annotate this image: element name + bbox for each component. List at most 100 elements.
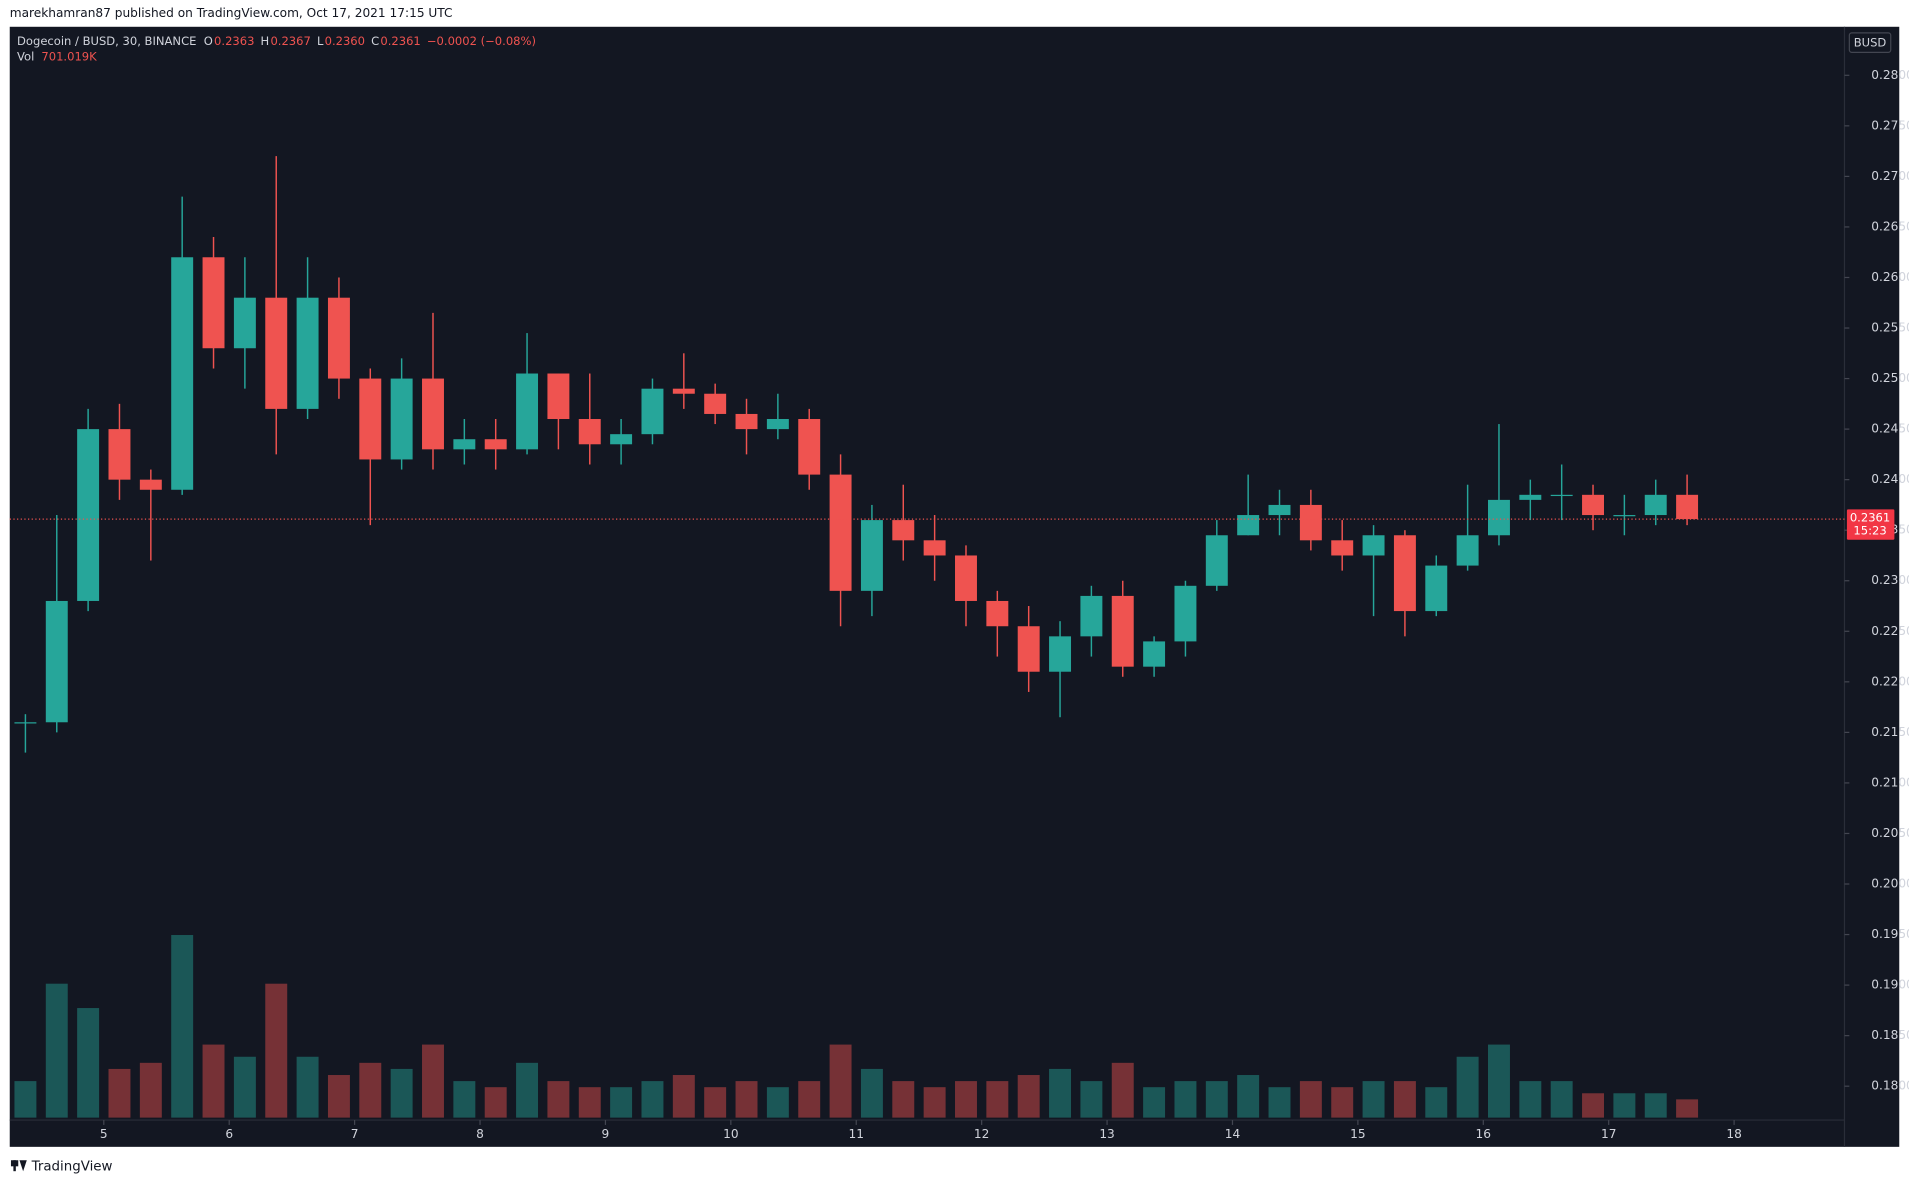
candle-body <box>1393 535 1416 612</box>
x-tick-label: 12 <box>974 1127 989 1141</box>
candle-body <box>986 600 1009 627</box>
y-tick-label: 0.2800 <box>1871 68 1909 82</box>
candle-body <box>1237 515 1260 536</box>
footer-brand: TradingView <box>31 1159 113 1174</box>
candle-body <box>1519 494 1542 500</box>
legend-value: 0.2361 <box>380 34 420 48</box>
plot-background <box>9 26 1900 1147</box>
volume-bar <box>547 1081 570 1118</box>
candle-body <box>422 378 444 450</box>
volume-bar <box>986 1081 1009 1118</box>
volume-bar <box>484 1087 507 1118</box>
volume-bar <box>77 1008 100 1118</box>
candle-body <box>359 378 382 460</box>
last-price-box <box>1846 509 1895 540</box>
legend-value: 0.2360 <box>325 34 365 48</box>
volume-bar <box>1111 1062 1134 1118</box>
legend-key: H <box>261 34 270 48</box>
volume-bar <box>1268 1087 1291 1118</box>
volume-bar <box>578 1087 601 1118</box>
volume-bar <box>1425 1087 1448 1118</box>
candle-body <box>1143 641 1166 667</box>
candle-body <box>1613 515 1636 517</box>
candle-body <box>233 297 256 349</box>
candle-body <box>1111 595 1134 667</box>
candle-body <box>45 600 68 723</box>
candle-body <box>516 373 539 450</box>
x-tick-label: 18 <box>1726 1127 1741 1141</box>
candle-body <box>296 297 319 409</box>
candle-body <box>1299 504 1322 541</box>
candle-body <box>484 439 507 450</box>
candle-body <box>829 474 852 591</box>
volume-bar <box>1174 1081 1197 1118</box>
candle-body <box>578 419 601 445</box>
candle-body <box>610 434 633 445</box>
x-tick-label: 11 <box>849 1127 864 1141</box>
volume-bar <box>704 1087 727 1118</box>
volume-bar <box>672 1075 695 1118</box>
candle-body <box>1550 494 1573 497</box>
volume-bar <box>171 935 194 1118</box>
volume-bar <box>1143 1087 1166 1118</box>
legend-value: 0.2363 <box>214 34 254 48</box>
candle-body <box>1425 565 1448 612</box>
candle-body <box>1487 499 1510 536</box>
candle-body <box>735 413 758 430</box>
candle-body <box>766 419 789 430</box>
volume-bar <box>610 1087 633 1118</box>
candle-body <box>1049 636 1072 672</box>
last-price-label: 0.2361 <box>1850 510 1890 524</box>
volume-key: Vol <box>17 50 34 64</box>
volume-bar <box>1644 1093 1667 1118</box>
candle-body <box>672 388 695 394</box>
currency[interactable]: BUSD <box>1854 36 1887 50</box>
volume-value: 701.019K <box>41 50 97 64</box>
candle-body <box>704 393 727 414</box>
candle-body <box>171 257 194 490</box>
volume-bar <box>139 1062 162 1118</box>
volume-bar <box>1049 1068 1072 1118</box>
currency-box[interactable] <box>1848 32 1892 53</box>
candle-body <box>265 297 288 409</box>
volume-bar <box>766 1087 789 1118</box>
footer-logo <box>10 1160 27 1172</box>
candle-body <box>860 520 883 591</box>
candle-body <box>1017 626 1040 672</box>
volume-bar <box>1237 1075 1260 1118</box>
candle-body <box>108 429 131 480</box>
legend-key: C <box>371 34 379 48</box>
candle-body <box>923 540 946 556</box>
candle-body <box>798 419 821 475</box>
volume-bar <box>233 1056 256 1118</box>
candle-body <box>1582 494 1605 516</box>
volume-bar <box>923 1087 946 1118</box>
volume-bar <box>45 983 68 1118</box>
candle-body <box>202 257 225 349</box>
volume-bar <box>892 1081 915 1118</box>
candle-body <box>453 439 476 450</box>
volume-bar <box>516 1062 539 1118</box>
volume-bar <box>296 1056 319 1118</box>
volume-bar <box>1393 1081 1416 1118</box>
candle-body <box>1362 535 1385 556</box>
volume-bar <box>1519 1081 1542 1118</box>
candle-body <box>547 373 570 420</box>
volume-bar <box>108 1068 131 1118</box>
symbol: Dogecoin / BUSD, 30, BINANCE <box>17 34 196 48</box>
x-tick-label: 9 <box>602 1127 610 1141</box>
legend-value: 0.2367 <box>270 34 310 48</box>
volume-bar <box>202 1044 225 1118</box>
